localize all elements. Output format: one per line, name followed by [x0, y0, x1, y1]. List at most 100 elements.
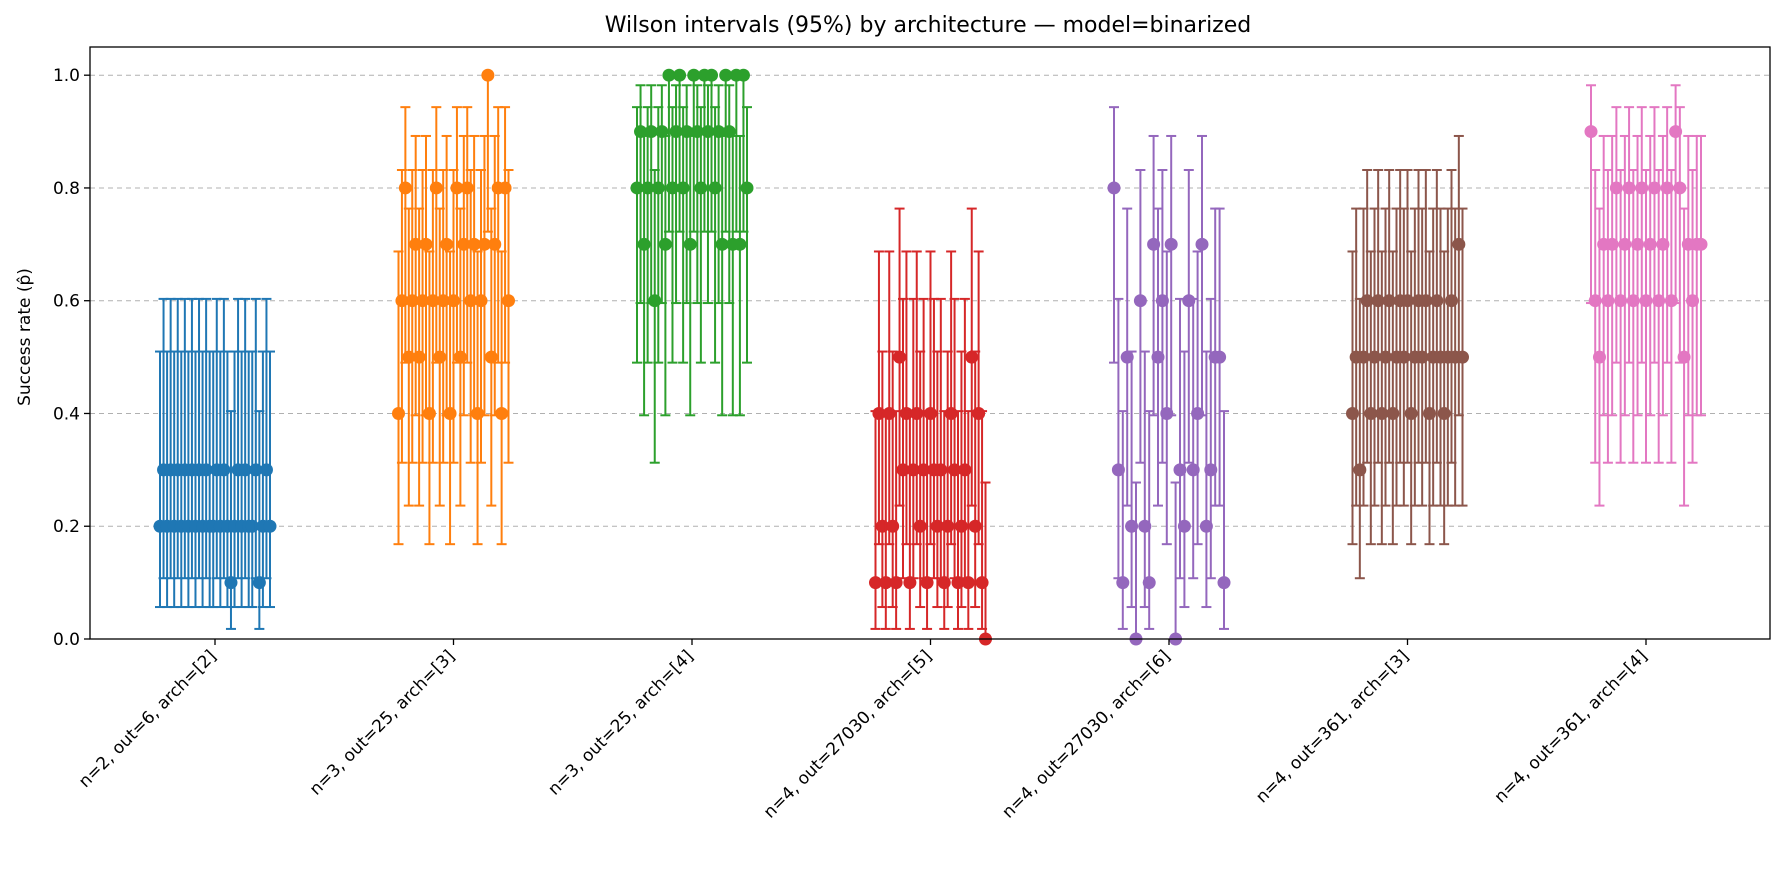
data-point: [972, 406, 986, 420]
data-point: [392, 406, 405, 420]
data-point: [687, 68, 701, 82]
error-bar-marks: [153, 68, 1708, 646]
data-point: [937, 576, 951, 590]
data-point: [467, 237, 481, 251]
data-point: [263, 519, 277, 533]
data-point: [1147, 237, 1161, 251]
data-point: [498, 181, 512, 195]
data-point: [481, 68, 495, 82]
data-point: [648, 294, 662, 308]
data-point: [658, 237, 672, 251]
series-group-5: [1346, 134, 1469, 580]
data-point: [722, 125, 736, 139]
y-axis-label: Success rate (p̂): [15, 268, 35, 406]
y-tick-label: 0.4: [53, 404, 80, 424]
data-point: [683, 237, 697, 251]
data-point: [1199, 519, 1213, 533]
y-tick-label: 0.2: [53, 517, 80, 537]
data-point: [1673, 181, 1687, 195]
data-point: [460, 181, 474, 195]
data-point: [1213, 350, 1227, 364]
data-point: [1186, 463, 1200, 477]
data-point: [1116, 576, 1130, 590]
series-group-4: [1107, 106, 1231, 646]
data-point: [1217, 576, 1231, 590]
data-point: [920, 576, 934, 590]
data-point: [502, 294, 515, 308]
data-point: [443, 406, 457, 420]
data-point: [1138, 519, 1152, 533]
data-point: [644, 125, 658, 139]
data-point: [934, 463, 948, 477]
data-point: [903, 576, 917, 590]
data-point: [680, 125, 694, 139]
data-point: [1120, 350, 1134, 364]
data-point: [694, 181, 708, 195]
data-point: [676, 181, 690, 195]
chart-title: Wilson intervals (95%) by architecture —…: [605, 13, 1251, 38]
data-point: [471, 406, 485, 420]
data-point: [429, 181, 443, 195]
data-point: [651, 181, 665, 195]
data-point: [1173, 463, 1187, 477]
data-point: [1164, 237, 1178, 251]
y-tick-label: 0.8: [53, 179, 80, 199]
series-group-3: [869, 207, 992, 646]
data-point: [1111, 463, 1125, 477]
data-point: [259, 463, 273, 477]
data-point: [913, 519, 927, 533]
data-point: [879, 576, 893, 590]
data-point: [1155, 294, 1169, 308]
series-group-0: [153, 297, 277, 630]
data-point: [910, 406, 924, 420]
data-point: [889, 576, 903, 590]
data-point: [637, 237, 651, 251]
data-point: [869, 576, 882, 590]
data-point: [450, 181, 464, 195]
data-point: [634, 125, 648, 139]
y-tick-label: 0.6: [53, 292, 80, 312]
data-point: [882, 406, 896, 420]
data-point: [422, 406, 436, 420]
data-point: [1125, 519, 1139, 533]
data-point: [419, 237, 433, 251]
data-point: [1694, 237, 1708, 251]
data-point: [715, 237, 729, 251]
y-tick-label: 1.0: [53, 66, 80, 86]
data-point: [655, 125, 669, 139]
data-point: [712, 125, 726, 139]
data-point: [924, 406, 937, 420]
data-point: [961, 576, 975, 590]
data-point: [447, 294, 460, 308]
data-point: [944, 406, 958, 420]
series-group-2: [630, 68, 754, 464]
data-point: [708, 181, 722, 195]
data-point: [975, 576, 989, 590]
data-point: [740, 181, 754, 195]
data-point: [736, 68, 750, 82]
data-point: [1456, 350, 1469, 364]
data-point: [1107, 181, 1121, 195]
data-point: [398, 181, 412, 195]
data-point: [1182, 294, 1196, 308]
data-point: [488, 237, 502, 251]
data-point: [1191, 406, 1205, 420]
data-point: [412, 350, 426, 364]
data-point: [886, 519, 900, 533]
data-point: [474, 294, 488, 308]
data-point: [1584, 125, 1598, 139]
data-point: [1160, 406, 1174, 420]
data-point: [1151, 350, 1165, 364]
data-point: [433, 350, 447, 364]
data-point: [662, 68, 676, 82]
data-point: [1142, 576, 1156, 590]
y-tick-label: 0.0: [53, 630, 80, 650]
data-point: [733, 237, 747, 251]
series-group-6: [1584, 84, 1708, 507]
data-point: [217, 463, 231, 477]
data-point: [1133, 294, 1147, 308]
data-point: [719, 68, 733, 82]
data-point: [958, 463, 972, 477]
data-point: [673, 68, 687, 82]
